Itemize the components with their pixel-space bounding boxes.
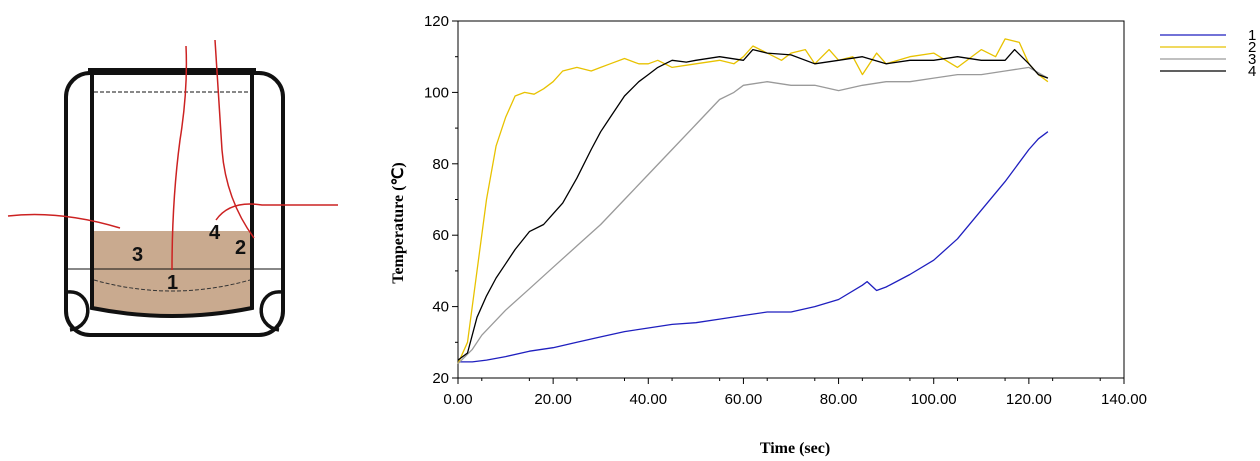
y-axis: 20 40 60 80 100 120 — [424, 13, 458, 387]
y-axis-title: Temperature (℃) — [390, 162, 407, 284]
x-axis: 0.00 20.00 40.00 60.00 80.00 100.00 120.00 140.… — [443, 378, 1147, 408]
legend-label-2: 2 — [1248, 39, 1256, 56]
probe-label-4: 4 — [209, 222, 221, 244]
x-tick-label: 40.00 — [630, 391, 668, 408]
outer-housing — [64, 71, 285, 337]
y-tick-label: 80 — [432, 156, 449, 173]
x-axis-title: Time (sec) — [760, 440, 830, 457]
series-line-4 — [457, 48, 1049, 361]
x-tick-label: 140.00 — [1101, 391, 1147, 408]
x-tick-label: 20.00 — [534, 391, 572, 408]
x-tick-label: 120.00 — [1006, 391, 1052, 408]
probe-label-2: 2 — [235, 237, 246, 259]
inner-cup — [90, 70, 254, 318]
container-diagram: 3 1 4 2 — [7, 39, 338, 337]
series-layer — [457, 38, 1049, 365]
wire-probe-3 — [7, 213, 121, 229]
series-line-3 — [457, 66, 1049, 365]
legend-label-1: 1 — [1248, 27, 1256, 44]
center-curve-dashed — [93, 279, 251, 292]
right-loop — [259, 290, 282, 332]
food-contents — [92, 231, 252, 315]
plot-frame — [457, 20, 1125, 379]
wire-probe-4 — [215, 203, 338, 221]
series-line-2 — [457, 38, 1049, 364]
x-tick-label: 100.00 — [911, 391, 957, 408]
wire-probe-1 — [171, 45, 188, 271]
x-tick-label: 80.00 — [820, 391, 858, 408]
y-tick-label: 60 — [432, 227, 449, 244]
y-tick-label: 20 — [432, 370, 449, 387]
x-tick-label: 60.00 — [725, 391, 763, 408]
legend-label-3: 3 — [1248, 51, 1256, 68]
x-tick-label: 0.00 — [443, 391, 472, 408]
legend-label-4: 4 — [1248, 63, 1256, 80]
temperature-chart: 0.00 20.00 40.00 60.00 80.00 100.00 120.00 140.… — [390, 13, 1147, 457]
left-loop — [67, 290, 90, 332]
series-line-1 — [458, 131, 1049, 363]
probe-label-1: 1 — [167, 272, 178, 294]
y-tick-label: 100 — [424, 84, 449, 101]
probe-label-3: 3 — [132, 244, 143, 266]
y-tick-label: 120 — [424, 13, 449, 30]
y-tick-label: 40 — [432, 299, 449, 316]
wire-probe-2 — [214, 39, 255, 239]
